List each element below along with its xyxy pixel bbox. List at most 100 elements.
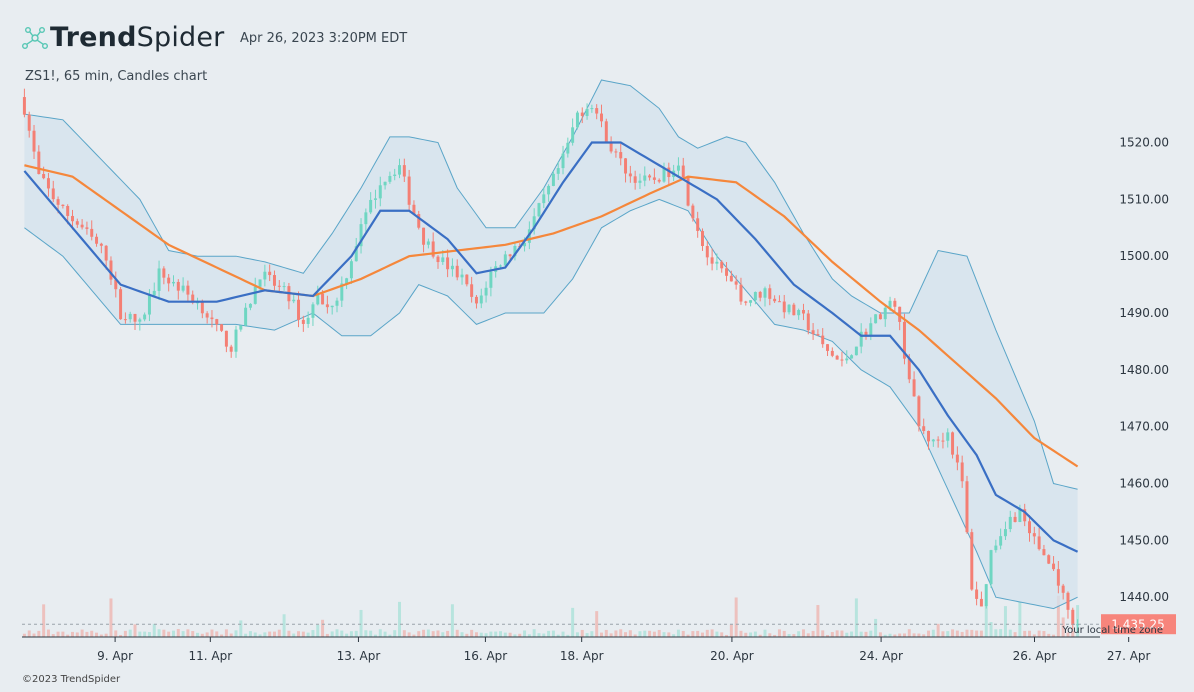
candle-body [426, 241, 430, 245]
volume-bar [71, 631, 74, 637]
volume-bar [220, 634, 224, 637]
volume-bar [854, 598, 858, 637]
candle-body [210, 317, 214, 320]
moving-averages [23, 141, 1079, 553]
copyright-footer: ©2023 TrendSpider [22, 674, 121, 685]
trendspider-logo[interactable]: TrendSpider [20, 22, 224, 53]
volume-bar [465, 633, 469, 637]
volume-bar [681, 630, 685, 637]
candle-body [513, 245, 517, 257]
volume-bar [917, 633, 921, 637]
candle-body [258, 279, 262, 287]
volume-bar [407, 632, 411, 637]
candle-body [585, 108, 589, 116]
volume-bar [446, 630, 450, 637]
volume-bar [633, 634, 637, 637]
candles [22, 88, 1080, 633]
candle-body [571, 127, 575, 143]
volume-bar [720, 632, 724, 637]
volume-bar [196, 632, 200, 637]
volume-bar [311, 630, 315, 637]
volume-bar [369, 630, 373, 637]
volume-bar [662, 632, 666, 637]
candle-body [984, 584, 988, 607]
volume-bar [547, 630, 551, 637]
volume-bar [56, 631, 60, 637]
volume-bar [749, 632, 753, 637]
y-tick-label: 1520.00 [1119, 136, 1169, 150]
volume-bar [244, 633, 248, 637]
candle-body [455, 265, 459, 278]
candle-body [297, 299, 301, 320]
volume-bar [797, 631, 801, 637]
volume-bar [951, 629, 955, 637]
volume-bar [349, 631, 353, 637]
volume-bar [191, 631, 195, 637]
volume-bar [143, 631, 147, 637]
candle-body [628, 173, 632, 177]
candle-body [782, 301, 786, 313]
x-tick-label: 20. Apr [710, 649, 754, 663]
candle-body [152, 290, 156, 296]
candle-body [883, 307, 887, 320]
candle-body [787, 304, 791, 313]
volume-bar [75, 632, 79, 637]
candle-body [80, 224, 84, 228]
volume-bar [518, 633, 522, 637]
volume-bar [1047, 633, 1051, 637]
candle-body [181, 285, 185, 291]
candle-body [859, 331, 863, 347]
volume-bar [234, 630, 238, 637]
candle-body [898, 306, 902, 322]
volume-bar [676, 629, 680, 637]
volume-bar [893, 634, 897, 637]
volume-bar [1052, 634, 1056, 637]
volume-bar [946, 631, 950, 637]
candle-body [523, 242, 527, 247]
candle-body [114, 279, 118, 290]
volume-bar [999, 629, 1003, 637]
volume-bar [686, 634, 690, 637]
volume-bar [147, 632, 151, 637]
x-tick-label: 16. Apr [464, 649, 508, 663]
volume-bar [80, 629, 84, 637]
volume-bar [715, 631, 719, 637]
volume-bar [99, 634, 103, 637]
y-tick-label: 1510.00 [1119, 192, 1169, 206]
volume-bar [450, 604, 454, 637]
volume-bar [763, 629, 767, 637]
volume-bar [806, 633, 810, 637]
candle-body [590, 108, 594, 110]
candle-body [667, 167, 671, 178]
candle-body [1013, 516, 1017, 522]
candle-body [1056, 569, 1060, 586]
x-tick-label: 13. Apr [337, 649, 381, 663]
candle-body [566, 142, 570, 154]
volume-bar [316, 624, 320, 637]
candle-body [989, 550, 993, 585]
candle-body [325, 304, 329, 308]
volume-bar [282, 614, 286, 637]
volume-bar [263, 632, 267, 637]
volume-bar [436, 630, 440, 637]
candle-body [797, 309, 801, 316]
candle-body [340, 283, 344, 301]
volume-bar [927, 630, 931, 637]
volume-bar [27, 630, 31, 637]
candle-body [306, 317, 310, 324]
candle-body [123, 319, 127, 321]
candle-body [758, 291, 762, 298]
candle-body [792, 304, 796, 316]
candle-body [705, 245, 709, 258]
candle-body [999, 536, 1003, 546]
volume-bar [321, 619, 325, 637]
volume-bar [152, 623, 156, 637]
volume-bar [61, 631, 65, 637]
x-tick-label: 18. Apr [560, 649, 604, 663]
candle-body [446, 257, 450, 270]
candle-body [749, 300, 753, 303]
volume-bar [912, 633, 916, 637]
volume-bar [272, 631, 276, 637]
candle-body [215, 319, 219, 325]
